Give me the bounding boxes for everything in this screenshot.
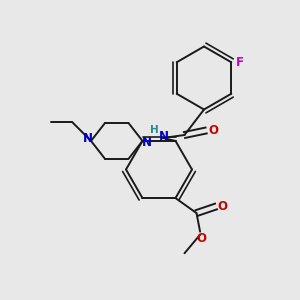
Text: N: N — [142, 136, 152, 149]
Text: N: N — [82, 132, 92, 145]
Text: F: F — [236, 56, 244, 69]
Text: O: O — [208, 124, 219, 137]
Text: O: O — [196, 232, 206, 245]
Text: N: N — [159, 130, 169, 143]
Text: O: O — [218, 200, 228, 213]
Text: H: H — [150, 124, 159, 135]
